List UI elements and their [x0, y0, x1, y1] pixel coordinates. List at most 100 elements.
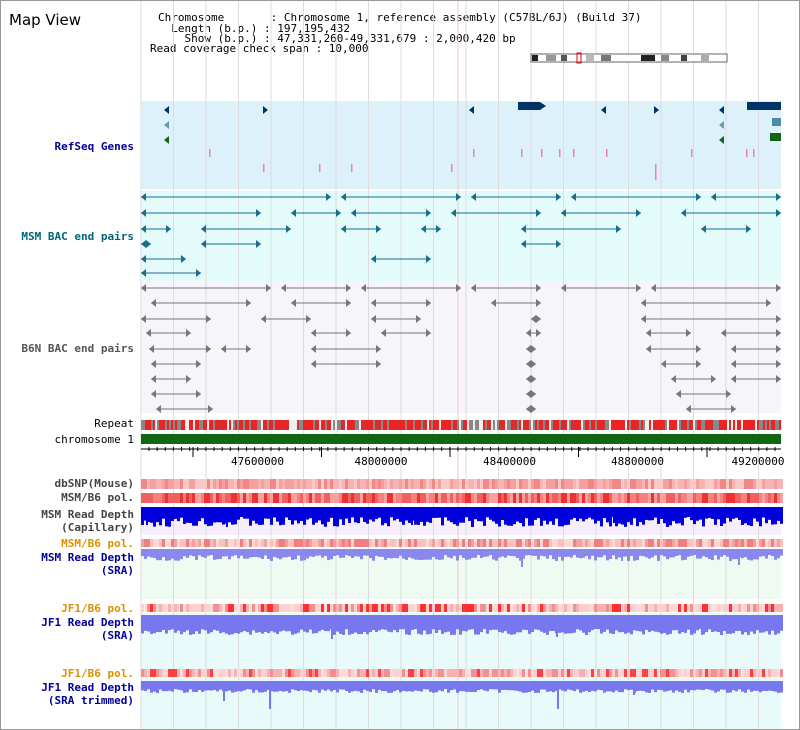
- jf1-pol-mark: [660, 604, 663, 612]
- jf1-trimmed-depth: [291, 681, 294, 690]
- repeat-mark: [553, 420, 555, 430]
- jf1-pol-mark: [651, 669, 654, 677]
- msm-pol-mark: [693, 539, 696, 547]
- jf1-pol-mark: [417, 669, 420, 677]
- msm-sra-depth: [354, 549, 357, 557]
- msm-capillary-depth: [567, 507, 570, 525]
- msm-sra-depth: [252, 549, 255, 558]
- jf1-pol-mark: [351, 669, 354, 677]
- jf1-pol-mark: [591, 669, 594, 677]
- msm-pol-mark: [558, 493, 561, 503]
- jf1-pol-mark: [594, 604, 597, 612]
- msm-sra-depth: [255, 549, 258, 557]
- msm-sra-depth: [663, 549, 666, 557]
- jf1-trimmed-depth: [159, 681, 162, 690]
- jf1-pol-mark: [753, 604, 756, 612]
- jf1-trimmed-depth: [690, 681, 693, 691]
- msm-pol-mark: [399, 493, 402, 503]
- jf1-trimmed-depth: [354, 681, 357, 691]
- b6n-bac-pair: [536, 315, 541, 323]
- b6n-bac-pair: [151, 390, 156, 398]
- repeat-mark: [575, 420, 577, 430]
- msm-sra-depth: [156, 549, 159, 561]
- jf1-sra-depth: [636, 615, 639, 631]
- jf1-trimmed-depth: [609, 681, 612, 692]
- jf1-sra-depth: [285, 615, 288, 632]
- jf1-sra-depth: [198, 615, 201, 634]
- jf1-pol-mark: [657, 669, 660, 677]
- msm-capillary-depth: [390, 507, 393, 518]
- repeat-mark: [513, 420, 515, 430]
- jf1-sra-depth: [735, 615, 738, 631]
- repeat-mark: [455, 420, 457, 430]
- msm-sra-depth: [660, 549, 663, 556]
- msm-capillary-depth: [231, 507, 234, 525]
- b6n-bac-pair: [206, 345, 211, 353]
- b6n-bac-pair: [531, 315, 536, 323]
- repeat-mark: [703, 420, 705, 430]
- jf1-sra-depth: [651, 615, 654, 631]
- jf1-pol-mark: [165, 604, 168, 612]
- jf1-pol-mark: [585, 604, 588, 612]
- msm-sra-depth: [711, 549, 714, 561]
- msm-capillary-depth: [228, 507, 231, 523]
- jf1-trimmed-depth: [216, 681, 219, 692]
- jf1-pol-mark: [462, 669, 465, 677]
- msm-pol-mark: [291, 539, 294, 547]
- repeat-mark: [701, 420, 703, 430]
- repeat-mark: [303, 420, 305, 430]
- b6n-bac-pair: [471, 284, 476, 292]
- repeat-mark: [163, 420, 165, 430]
- msm-pol-mark: [687, 493, 690, 503]
- msm-pol-mark: [306, 539, 309, 547]
- repeat-mark: [613, 420, 615, 430]
- repeat-mark: [473, 420, 475, 430]
- msm-pol-mark: [672, 493, 675, 503]
- jf1-trimmed-depth: [543, 681, 546, 690]
- jf1-sra-depth: [717, 615, 720, 633]
- b6n-bac-pair: [531, 345, 536, 353]
- repeat-mark: [229, 420, 231, 430]
- repeat-mark: [453, 420, 455, 430]
- pink-mark: [606, 149, 608, 157]
- repeat-mark: [171, 420, 173, 430]
- msm-pol-mark: [327, 493, 330, 503]
- repeat-mark: [651, 420, 653, 430]
- msm-pol-mark: [480, 539, 483, 547]
- repeat-mark: [609, 420, 611, 430]
- jf1-pol-mark: [363, 669, 366, 677]
- msm-pol-mark: [768, 493, 771, 503]
- b6n-bac-pair: [306, 315, 311, 323]
- jf1-pol-mark: [144, 604, 147, 612]
- repeat-mark: [621, 420, 623, 430]
- msm-capillary-depth: [765, 507, 768, 524]
- b6n-bac-pair: [208, 405, 213, 413]
- msm-pol-mark: [183, 539, 186, 547]
- msm-pol-mark: [522, 493, 525, 503]
- jf1-pol-mark: [207, 669, 210, 677]
- jf1-trimmed-depth: [714, 681, 717, 693]
- jf1-pol-mark: [519, 604, 522, 612]
- jf1-trimmed-depth: [582, 681, 585, 692]
- jf1-trimmed-depth: [288, 681, 291, 693]
- jf1-pol-mark: [540, 669, 543, 677]
- b6n-bac-pair: [206, 315, 211, 323]
- msm-sra-depth: [309, 549, 312, 557]
- jf1-pol-mark: [168, 604, 171, 612]
- jf1-trimmed-depth: [162, 681, 165, 692]
- jf1-sra-depth: [726, 615, 729, 634]
- dbsnp-mark: [612, 479, 615, 489]
- jf1-pol-mark: [663, 669, 666, 677]
- ideogram-band: [681, 55, 687, 61]
- msm-pol-mark: [519, 539, 522, 547]
- jf1-pol-mark: [534, 669, 537, 677]
- dbsnp-mark: [744, 479, 747, 489]
- msm-capillary-depth: [210, 507, 213, 526]
- msm-capillary-depth: [525, 507, 528, 519]
- repeat-mark: [203, 420, 205, 430]
- jf1-pol-mark: [552, 669, 555, 677]
- dbsnp-mark: [726, 479, 729, 489]
- b6n-bac-pair: [196, 360, 201, 368]
- jf1-pol-mark: [756, 669, 759, 677]
